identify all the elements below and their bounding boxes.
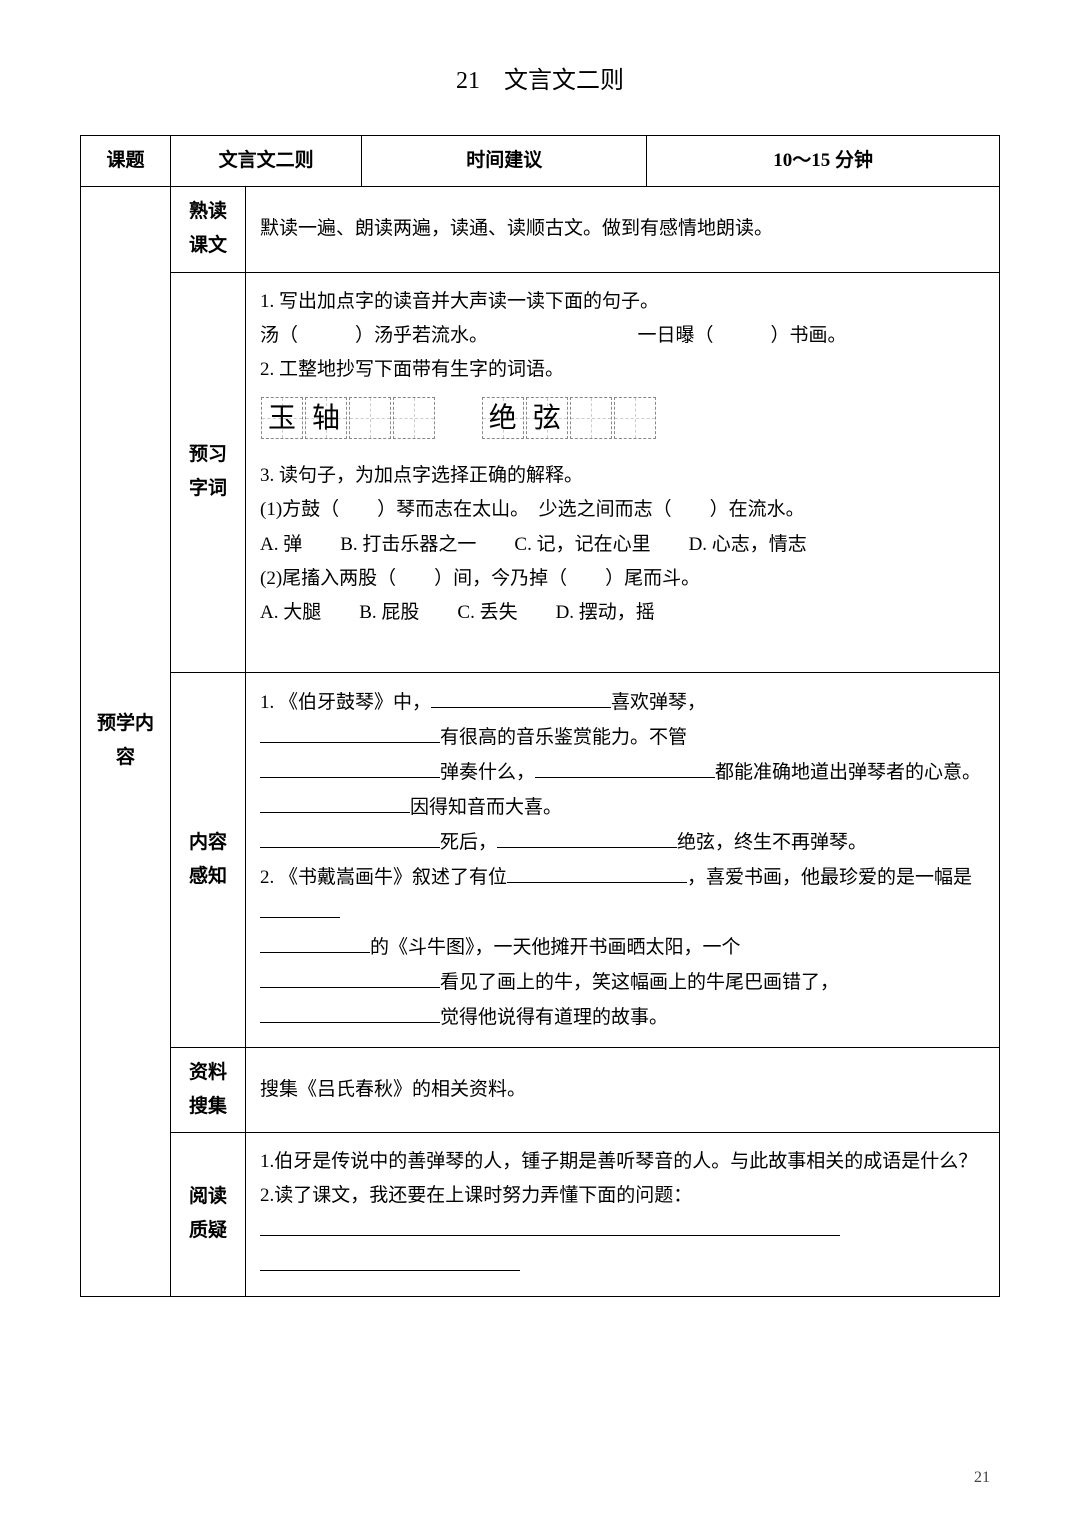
blank-6[interactable] — [260, 825, 440, 848]
materials-content: 搜集《吕氏春秋》的相关资料。 — [246, 1047, 1000, 1132]
cs-p1f: 因得知音而大喜。 — [410, 797, 562, 818]
cs-p1g: 死后， — [440, 832, 497, 853]
writing-box-1a: 玉 — [261, 397, 303, 439]
content-sense-content: 1. 《伯牙鼓琴》中， 喜欢弹琴， 有很高的音乐鉴赏能力。不管 弹奏什么， 都能准确… — [246, 673, 1000, 1048]
writing-box-1b: 轴 — [305, 397, 347, 439]
vocab-line2b: 一日曝（ ）书画。 — [638, 325, 847, 346]
cs-p2b: ，喜爱书画，他最珍爱的是一幅是 — [687, 867, 972, 888]
vocab-line2: 汤（ ）汤乎若流水。 一日曝（ ）书画。 — [260, 319, 985, 353]
page-number: 21 — [974, 1469, 990, 1487]
blank-12[interactable] — [260, 1000, 440, 1023]
worksheet-table: 课题 文言文二则 时间建议 10～15 分钟 预学内容 熟读课文 默读一遍、朗读… — [80, 135, 1000, 1297]
materials-label: 资料搜集 — [171, 1047, 246, 1132]
vocab-line1: 1. 写出加点字的读音并大声读一读下面的句子。 — [260, 285, 985, 319]
questions-line2: 2.读了课文，我还要在上课时努力弄懂下面的问题： — [260, 1179, 985, 1213]
page-title: 21 文言文二则 — [80, 60, 1000, 95]
writing-boxes-row: 玉轴 绝弦 — [260, 397, 985, 439]
blank-5[interactable] — [260, 790, 410, 813]
writing-box-2b: 弦 — [526, 397, 568, 439]
row-questions: 阅读质疑 1.伯牙是传说中的善弹琴的人，锺子期是善听琴音的人。与此故事相关的成语… — [81, 1133, 1000, 1296]
header-topic-label: 课题 — [81, 136, 171, 187]
blank-1[interactable] — [431, 685, 611, 708]
blank-9[interactable] — [260, 895, 340, 918]
read-label: 熟读课文 — [171, 187, 246, 272]
cs-p2c: 的《斗牛图》，一天他摊开书画晒太阳，一个 — [370, 937, 741, 958]
cs-p1d: 弹奏什么， — [440, 762, 535, 783]
vocab-label: 预习字词 — [171, 272, 246, 673]
content-sense-label: 内容感知 — [171, 673, 246, 1048]
vocab-line3: 2. 工整地抄写下面带有生字的词语。 — [260, 353, 985, 387]
questions-label: 阅读质疑 — [171, 1133, 246, 1296]
cs-p2a: 2. 《书戴嵩画牛》叙述了有位 — [260, 867, 507, 888]
questions-line1: 1.伯牙是传说中的善弹琴的人，锺子期是善听琴音的人。与此故事相关的成语是什么？ — [260, 1145, 985, 1179]
cs-p1c: 有很高的音乐鉴赏能力。不管 — [440, 727, 687, 748]
cs-p1a: 1. 《伯牙鼓琴》中， — [260, 692, 431, 713]
writing-box-2c[interactable] — [570, 397, 612, 439]
row-materials: 资料搜集 搜集《吕氏春秋》的相关资料。 — [81, 1047, 1000, 1132]
vocab-content: 1. 写出加点字的读音并大声读一读下面的句子。 汤（ ）汤乎若流水。 一日曝（ … — [246, 272, 1000, 673]
blank-4[interactable] — [535, 755, 715, 778]
writing-box-group-1: 玉轴 — [260, 397, 436, 439]
writing-box-1d[interactable] — [393, 397, 435, 439]
cs-p2e: 觉得他说得有道理的故事。 — [440, 1007, 668, 1028]
writing-box-2d[interactable] — [614, 397, 656, 439]
vocab-line2a: 汤（ ）汤乎若流水。 — [260, 325, 488, 346]
vocab-line8: A. 大腿 B. 屁股 C. 丢失 D. 摆动，摇 — [260, 596, 985, 630]
blank-q1[interactable] — [260, 1214, 840, 1237]
vocab-line5: (1)方鼓（ ）琴而志在太山。 少选之间而志（ ）在流水。 — [260, 493, 985, 527]
header-row: 课题 文言文二则 时间建议 10～15 分钟 — [81, 136, 1000, 187]
vocab-line4: 3. 读句子，为加点字选择正确的解释。 — [260, 459, 985, 493]
writing-box-1c[interactable] — [349, 397, 391, 439]
row-read: 预学内容 熟读课文 默读一遍、朗读两遍，读通、读顺古文。做到有感情地朗读。 — [81, 187, 1000, 272]
blank-7[interactable] — [497, 825, 677, 848]
header-time-label: 时间建议 — [362, 136, 647, 187]
row-content-sense: 内容感知 1. 《伯牙鼓琴》中， 喜欢弹琴， 有很高的音乐鉴赏能力。不管 弹奏什么… — [81, 673, 1000, 1048]
side-label: 预学内容 — [81, 187, 171, 1296]
header-time-value: 10～15 分钟 — [647, 136, 1000, 187]
blank-8[interactable] — [507, 860, 687, 883]
blank-3[interactable] — [260, 755, 440, 778]
read-content: 默读一遍、朗读两遍，读通、读顺古文。做到有感情地朗读。 — [246, 187, 1000, 272]
writing-box-group-2: 绝弦 — [481, 397, 657, 439]
questions-content: 1.伯牙是传说中的善弹琴的人，锺子期是善听琴音的人。与此故事相关的成语是什么？ … — [246, 1133, 1000, 1296]
blank-10[interactable] — [260, 930, 370, 953]
vocab-line6: A. 弹 B. 打击乐器之一 C. 记，记在心里 D. 心志，情志 — [260, 528, 985, 562]
vocab-line7: (2)尾搐入两股（ ）间，今乃掉（ ）尾而斗。 — [260, 562, 985, 596]
cs-p1h: 绝弦，终生不再弹琴。 — [677, 832, 867, 853]
row-vocab: 预习字词 1. 写出加点字的读音并大声读一读下面的句子。 汤（ ）汤乎若流水。 … — [81, 272, 1000, 673]
header-topic-value: 文言文二则 — [171, 136, 362, 187]
writing-box-2a: 绝 — [482, 397, 524, 439]
blank-q2[interactable] — [260, 1249, 520, 1272]
cs-p1e: 都能准确地道出弹琴者的心意。 — [715, 762, 981, 783]
blank-11[interactable] — [260, 965, 440, 988]
cs-p2d: 看见了画上的牛，笑这幅画上的牛尾巴画错了， — [440, 972, 839, 993]
cs-p1b: 喜欢弹琴， — [611, 692, 706, 713]
blank-2[interactable] — [260, 720, 440, 743]
